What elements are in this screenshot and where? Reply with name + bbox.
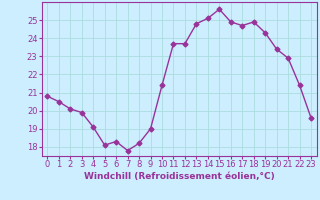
- X-axis label: Windchill (Refroidissement éolien,°C): Windchill (Refroidissement éolien,°C): [84, 172, 275, 181]
